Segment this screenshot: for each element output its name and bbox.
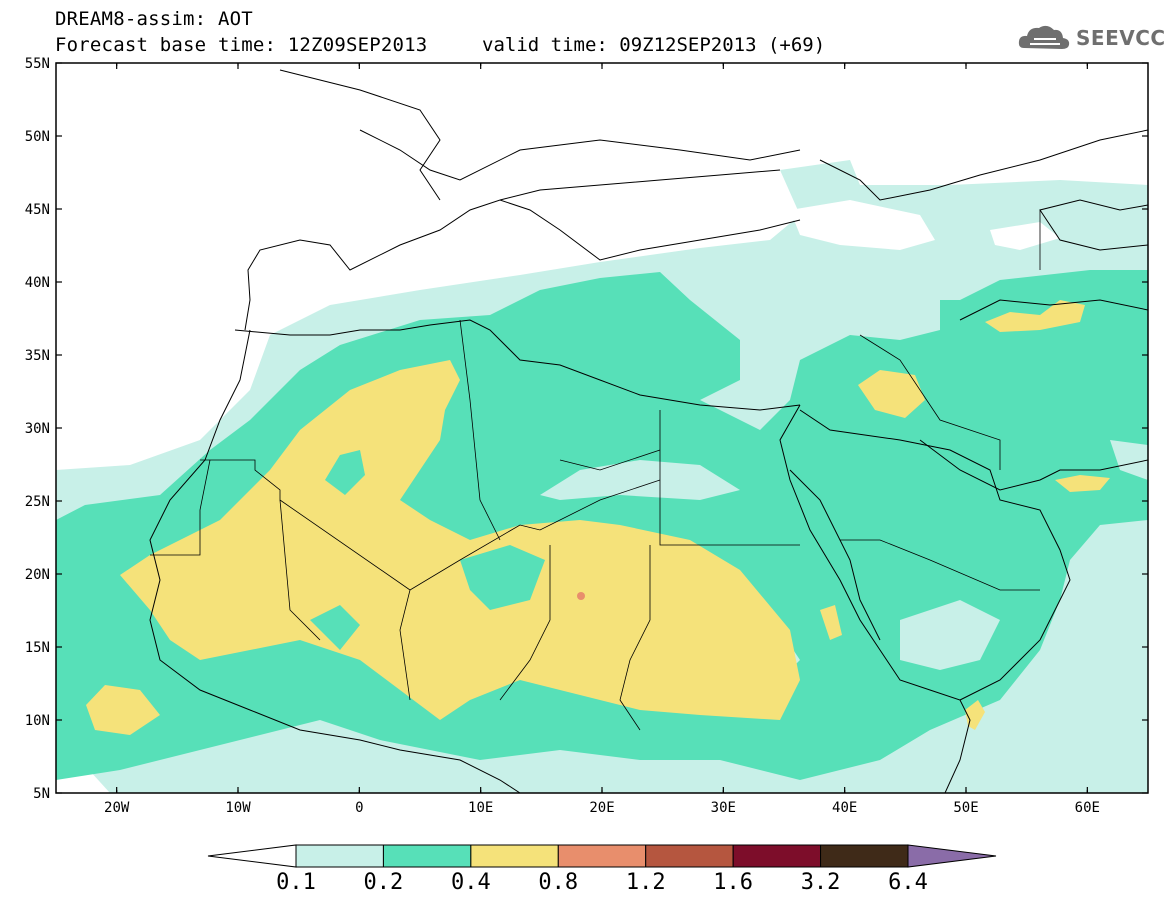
colorbar-box: [470, 844, 559, 868]
latitude-labels: 55N 50N 45N 40N 35N 30N 25N 20N 15N 10N 5N: [25, 56, 50, 802]
colorbar-label: 0.2: [363, 870, 404, 895]
aot-contours: [56, 69, 1148, 793]
colorbar-label: 3.2: [800, 870, 841, 895]
lat-label: 50N: [25, 129, 50, 145]
lon-label: 40E: [832, 800, 857, 816]
lat-label: 45N: [25, 202, 50, 218]
colorbar-box: [557, 844, 647, 868]
aot-patch: [820, 605, 842, 640]
colorbar-label: 1.2: [625, 870, 666, 895]
aot-patch: [86, 685, 160, 735]
colorbar-label: 6.4: [888, 870, 928, 895]
lon-label: 60E: [1075, 800, 1100, 816]
aot-patch: [965, 700, 985, 730]
country-borders: [150, 210, 1041, 731]
lon-label: 20W: [104, 800, 130, 816]
lon-label: 50E: [953, 800, 978, 816]
colorbar-box: [820, 844, 909, 868]
lon-label: 0: [355, 800, 363, 816]
lat-label: 25N: [25, 494, 50, 510]
lat-label: 30N: [25, 421, 50, 437]
cloud-icon: [1018, 25, 1070, 49]
coastlines: [149, 69, 1148, 793]
lat-label: 40N: [25, 275, 50, 291]
lat-label: 5N: [33, 786, 50, 802]
aot-patch: [858, 370, 925, 418]
lat-label: 55N: [25, 56, 50, 72]
aot-peak: [577, 592, 585, 600]
colorbar-label: 1.6: [713, 870, 754, 895]
valid-time: valid time: 09Z12SEP2013 (+69): [482, 34, 826, 56]
colorbar-box: [645, 844, 734, 868]
colorbar-label: 0.4: [450, 870, 491, 895]
aot-patch: [1055, 475, 1110, 492]
lon-label: 10E: [468, 800, 493, 816]
colorbar-label: 0.1: [276, 870, 316, 895]
lon-label: 20E: [589, 800, 614, 816]
forecast-base-time: Forecast base time: 12Z09SEP2013: [55, 34, 428, 56]
lon-label: 30E: [711, 800, 736, 816]
aot-patch: [985, 300, 1085, 332]
colorbar-box: [295, 844, 384, 868]
lat-label: 15N: [25, 640, 50, 656]
logo-text: SEEVCCC: [1076, 26, 1165, 50]
lat-label: 10N: [25, 713, 50, 729]
colorbar-label: 0.8: [538, 870, 579, 895]
lat-label: 20N: [25, 567, 50, 583]
axis-ticks: [56, 62, 1148, 794]
map-title: DREAM8-assim: AOT: [55, 8, 253, 30]
colorbar-under-arrow: [207, 844, 297, 868]
colorbar-over-arrow: [907, 844, 997, 868]
lat-label: 35N: [25, 348, 50, 364]
aot-band-0.4: [120, 360, 800, 720]
colorbar: [207, 844, 997, 868]
colorbar-box: [732, 844, 822, 868]
lon-label: 10W: [225, 800, 251, 816]
longitude-labels: 20W 10W 0 10E 20E 30E 40E 50E 60E: [104, 800, 1100, 816]
colorbar-box: [382, 844, 472, 868]
